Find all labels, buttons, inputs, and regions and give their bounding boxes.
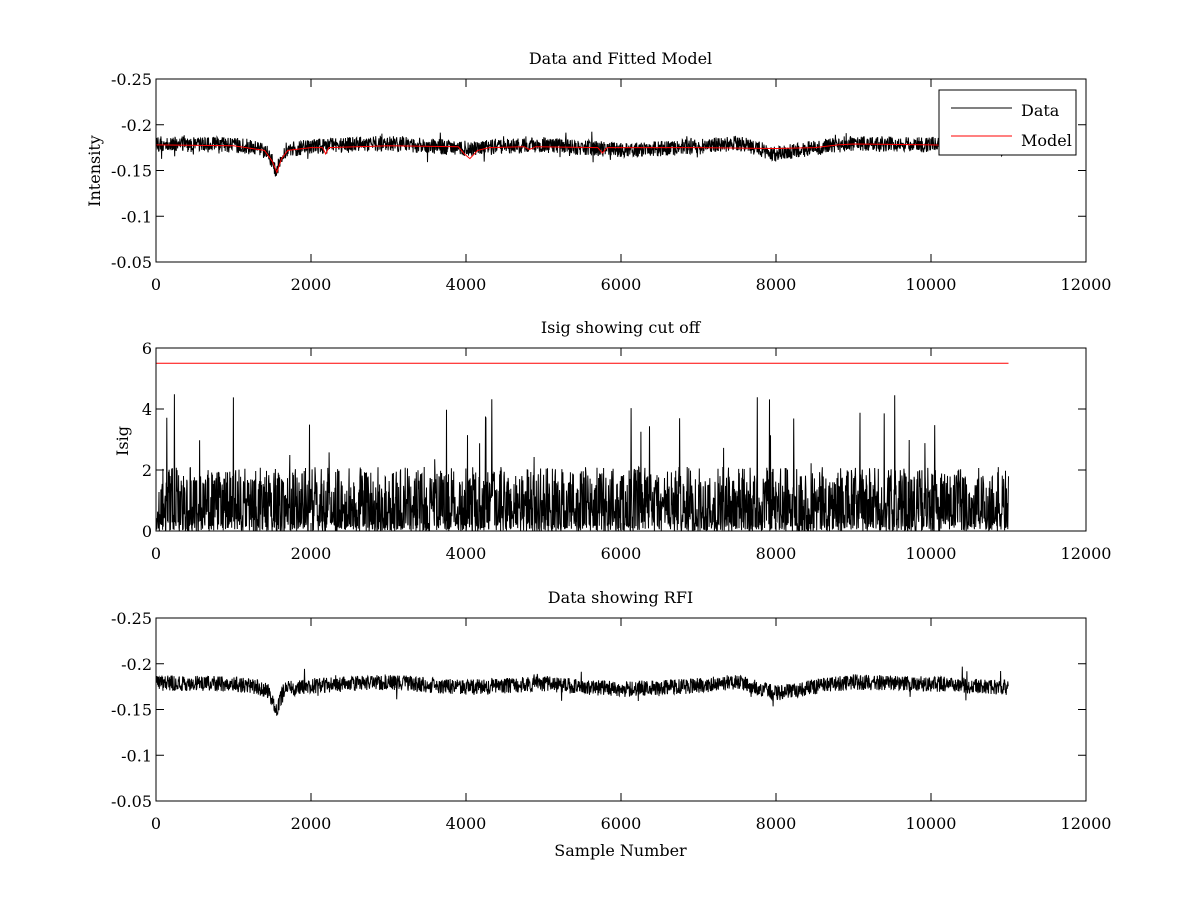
x-tick-label: 6000 [601, 275, 642, 294]
x-tick-label: 10000 [906, 544, 957, 563]
legend-label-model: Model [1021, 131, 1072, 150]
y-tick-label: -0.1 [121, 746, 152, 765]
plot-area [156, 128, 1009, 177]
legend-box [938, 89, 1077, 156]
plot-content [156, 362, 1009, 531]
x-tick-label: 12000 [1061, 275, 1112, 294]
x-axis-label: Sample Number [554, 841, 687, 860]
x-tick-label: 0 [151, 814, 161, 833]
x-tick-label: 10000 [906, 814, 957, 833]
data-line [156, 128, 1009, 177]
y-tick-label: 6 [142, 339, 152, 358]
x-tick-label: 6000 [601, 814, 642, 833]
x-tick-label: 2000 [291, 275, 332, 294]
plot-content [156, 128, 1009, 177]
panel-isig-cut-off: Isig showing cut off Isig 0 2000 4000 6000 8… [113, 318, 1111, 563]
chart-title: Isig showing cut off [541, 318, 702, 337]
panel-data-fitted-model: Data and Fitted Model Intensity 0 2000 400… [85, 49, 1111, 294]
chart-title: Data showing RFI [548, 588, 693, 607]
ticks: 0 2000 4000 6000 8000 10000 12000 -0.05 -0.1 -0.1… [111, 70, 1111, 294]
x-tick-label: 4000 [446, 275, 487, 294]
series-0-line [156, 394, 1009, 531]
y-tick-label: -0.15 [111, 162, 152, 181]
x-tick-label: 8000 [756, 544, 797, 563]
y-tick-label: -0.1 [121, 207, 152, 226]
model-line [156, 143, 1009, 174]
x-tick-label: 0 [151, 275, 161, 294]
plot-content [156, 666, 1009, 716]
y-tick-label: -0.25 [111, 70, 152, 89]
plot-area [156, 666, 1009, 716]
ticks: 0 2000 4000 6000 8000 10000 12000 -0.05 -0.1 -0.1… [111, 609, 1111, 833]
x-tick-label: 10000 [906, 275, 957, 294]
y-tick-label: -0.05 [111, 253, 152, 272]
y-tick-label: -0.25 [111, 609, 152, 628]
x-tick-label: 12000 [1061, 814, 1112, 833]
chart-title: Data and Fitted Model [529, 49, 712, 68]
x-tick-label: 4000 [446, 814, 487, 833]
x-tick-label: 2000 [291, 814, 332, 833]
series-0-line [156, 666, 1009, 716]
x-tick-label: 8000 [756, 814, 797, 833]
y-tick-label: -0.15 [111, 701, 152, 720]
panel-data-showing-rfi: Data showing RFI 0 2000 4000 6000 8000 10000 1… [111, 588, 1111, 860]
y-axis-label: Isig [113, 426, 132, 456]
legend: Data Model [938, 89, 1077, 156]
x-tick-label: 4000 [446, 544, 487, 563]
x-tick-label: 12000 [1061, 544, 1112, 563]
y-axis-label: Intensity [85, 135, 104, 207]
x-tick-label: 8000 [756, 275, 797, 294]
plot-area [156, 362, 1009, 531]
y-tick-label: -0.2 [121, 116, 152, 135]
ticks: 0 2000 4000 6000 8000 10000 12000 0 2 4 6 [142, 339, 1112, 563]
y-tick-label: 0 [142, 522, 152, 541]
y-tick-label: -0.05 [111, 792, 152, 811]
x-tick-label: 0 [151, 544, 161, 563]
x-tick-label: 2000 [291, 544, 332, 563]
x-tick-label: 6000 [601, 544, 642, 563]
y-tick-label: 4 [142, 400, 152, 419]
y-tick-label: 2 [142, 461, 152, 480]
y-tick-label: -0.2 [121, 655, 152, 674]
legend-label-data: Data [1021, 101, 1060, 120]
